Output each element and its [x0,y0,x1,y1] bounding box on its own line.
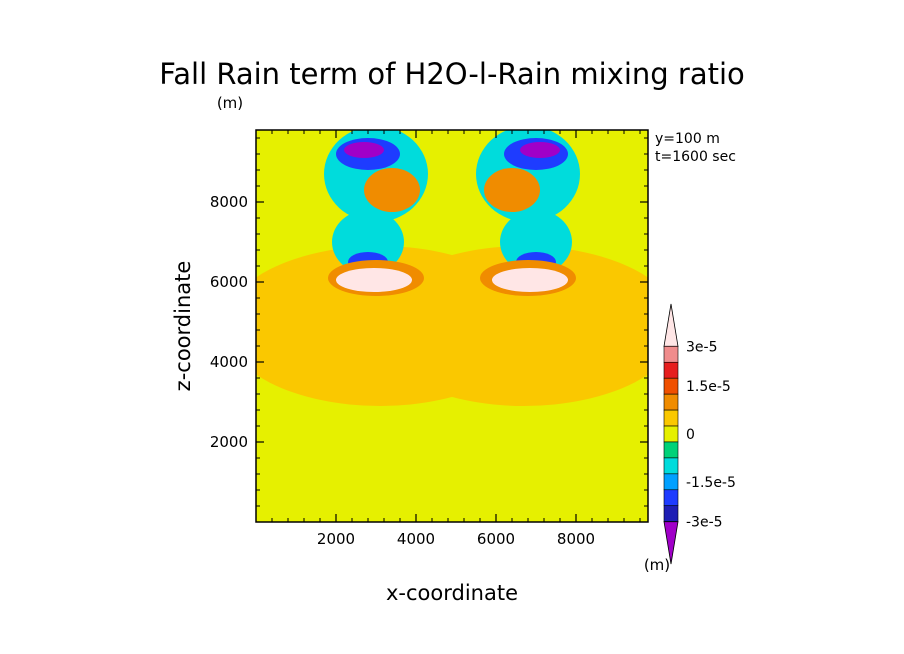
y-tick-label: 4000 [210,353,248,371]
x-tick-label: 4000 [397,530,435,548]
annotation-t: t=1600 sec [655,149,736,165]
colorbar-label: 3e-5 [686,339,717,355]
colorbar-label: -1.5e-5 [686,475,736,491]
plot-frame [255,129,649,523]
x-tick-label: 2000 [317,530,355,548]
colorbar-swatch [663,457,679,475]
axis-ticks: 2000 4000 6000 8000 2000 4000 6000 8000 [210,130,648,548]
heatmap-region-10 [344,142,384,158]
colorbar: 3e-5 1.5e-5 0 -1.5e-5 -3e-5 [663,303,736,565]
heatmap-region-15 [484,168,540,212]
x-tick-label: 8000 [557,530,595,548]
colorbar-unit: (m) [644,556,670,574]
y-axis-label: z-coordinate [171,261,195,392]
annotation-y: y=100 m [655,131,720,147]
colorbar-label: 0 [686,427,695,443]
colorbar-swatch [663,393,679,411]
heatmap-region-1 [368,246,648,406]
colorbar-swatch [663,473,679,491]
colorbar-swatch [663,505,679,522]
colorbar-swatch [663,346,679,363]
x-tick-label: 6000 [477,530,515,548]
heatmap-region-14 [364,168,420,212]
colorbar-swatch [663,489,679,507]
colorbar-swatch [663,377,679,395]
heatmap-region-3 [260,130,648,154]
heatmap-region-19 [492,268,568,292]
y-tick-label: 2000 [210,433,248,451]
plot-area: 2000 4000 6000 8000 2000 4000 6000 8000 [210,129,649,548]
heatmap-region-18 [336,268,412,292]
y-tick-label: 6000 [210,273,248,291]
heatmap-region-2 [408,130,496,250]
chart-title: Fall Rain term of H2O-l-Rain mixing rati… [159,57,745,91]
heatmap-region-11 [520,142,560,158]
colorbar-swatch [663,425,679,443]
heatmap-field [256,130,648,522]
colorbar-swatch [663,441,679,459]
colorbar-label: 1.5e-5 [686,379,731,395]
colorbar-swatch-min [663,521,679,565]
x-axis-label: x-coordinate [386,581,518,605]
y-tick-label: 8000 [210,193,248,211]
colorbar-swatch [663,409,679,427]
y-axis-unit: (m) [217,94,243,112]
colorbar-label: -3e-5 [686,515,723,531]
colorbar-swatch-max [663,303,679,347]
colorbar-swatch [663,361,679,379]
